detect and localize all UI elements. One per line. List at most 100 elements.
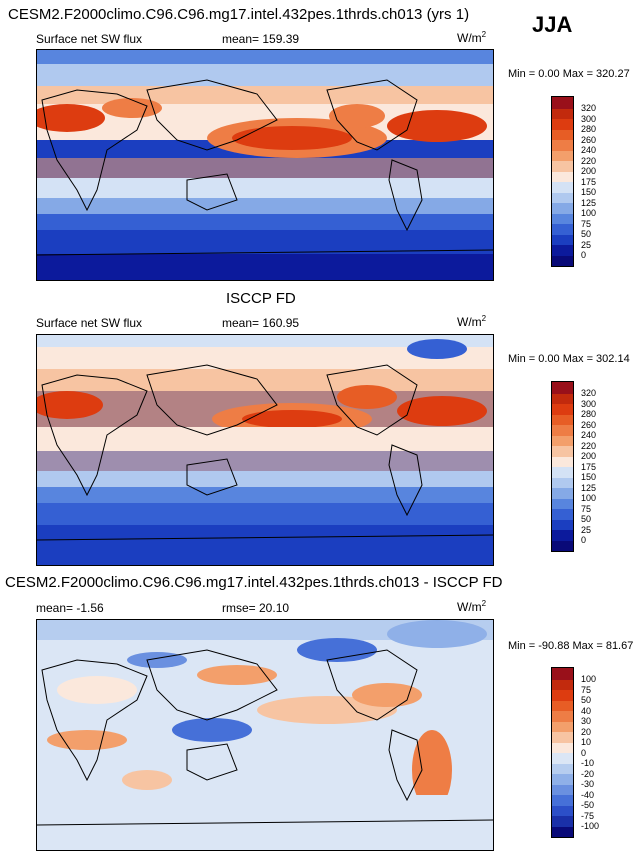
colorbar-tick: 240 <box>581 430 597 440</box>
colorbar-tick: 220 <box>581 156 597 166</box>
colorbar-swatch <box>552 795 573 806</box>
colorbar-tick: 300 <box>581 114 597 124</box>
colorbar-tick: 30 <box>581 716 592 726</box>
colorbar-tick: 175 <box>581 462 597 472</box>
colorbar-swatch <box>552 690 573 701</box>
colorbar-tick: 50 <box>581 229 592 239</box>
panel3-colorbar <box>551 667 574 838</box>
colorbar-swatch <box>552 109 573 119</box>
colorbar-tick: -100 <box>581 821 600 831</box>
colorbar-swatch <box>552 668 573 680</box>
colorbar-swatch <box>552 404 573 415</box>
colorbar-tick: 75 <box>581 504 592 514</box>
panel1-mean-label: mean= 159.39 <box>222 32 300 46</box>
colorbar-tick: -40 <box>581 790 595 800</box>
colorbar-swatch <box>552 732 573 743</box>
colorbar-tick: 260 <box>581 420 597 430</box>
panel1-map <box>36 49 494 281</box>
colorbar-swatch <box>552 245 573 256</box>
panel1-minmax: Min = 0.00 Max = 320.27 <box>508 68 630 80</box>
colorbar-swatch <box>552 764 573 774</box>
colorbar-tick: 0 <box>581 748 587 758</box>
colorbar-swatch <box>552 785 573 795</box>
colorbar-tick: -50 <box>581 800 595 810</box>
colorbar-swatch <box>552 530 573 541</box>
colorbar-tick: 100 <box>581 493 597 503</box>
colorbar-tick: 100 <box>581 208 597 218</box>
colorbar-swatch <box>552 214 573 224</box>
colorbar-tick: 0 <box>581 250 587 260</box>
colorbar-swatch <box>552 467 573 478</box>
panel2-map <box>36 334 494 566</box>
panel3-units: W/m2 <box>457 599 487 614</box>
colorbar-swatch <box>552 541 573 551</box>
colorbar-tick: 260 <box>581 135 597 145</box>
panel3-minmax: Min = -90.88 Max = 81.67 <box>508 640 634 652</box>
colorbar-tick: 280 <box>581 409 597 419</box>
colorbar-swatch <box>552 701 573 711</box>
panel1-variable-label: Surface net SW flux <box>36 32 143 46</box>
colorbar-tick: -75 <box>581 811 595 821</box>
colorbar-tick: 240 <box>581 145 597 155</box>
colorbar-tick: 75 <box>581 219 592 229</box>
colorbar-tick: 200 <box>581 166 597 176</box>
colorbar-tick: 320 <box>581 103 597 113</box>
colorbar-swatch <box>552 119 573 130</box>
colorbar-tick: 10 <box>581 737 592 747</box>
colorbar-swatch <box>552 478 573 488</box>
panel1-colorbar <box>551 96 574 267</box>
panel2-variable-label: Surface net SW flux <box>36 316 143 330</box>
colorbar-swatch <box>552 151 573 161</box>
colorbar-tick: 40 <box>581 706 592 716</box>
panel2-minmax: Min = 0.00 Max = 302.14 <box>508 353 630 365</box>
colorbar-swatch <box>552 394 573 404</box>
colorbar-tick: 150 <box>581 472 597 482</box>
colorbar-tick: 280 <box>581 124 597 134</box>
colorbar-swatch <box>552 520 573 530</box>
colorbar-tick: -20 <box>581 769 595 779</box>
colorbar-tick: 100 <box>581 674 597 684</box>
colorbar-tick: 0 <box>581 535 587 545</box>
colorbar-tick: 175 <box>581 177 597 187</box>
colorbar-swatch <box>552 509 573 520</box>
colorbar-tick: -10 <box>581 758 595 768</box>
colorbar-swatch <box>552 415 573 425</box>
colorbar-swatch <box>552 382 573 394</box>
colorbar-swatch <box>552 235 573 245</box>
panel2-mean-label: mean= 160.95 <box>222 316 300 330</box>
colorbar-tick: 50 <box>581 695 592 705</box>
colorbar-tick: 150 <box>581 187 597 197</box>
colorbar-swatch <box>552 140 573 151</box>
panel3-title: CESM2.F2000climo.C96.C96.mg17.intel.432p… <box>5 574 503 591</box>
colorbar-tick: 300 <box>581 399 597 409</box>
colorbar-tick: 50 <box>581 514 592 524</box>
colorbar-tick: 25 <box>581 525 592 535</box>
colorbar-swatch <box>552 97 573 109</box>
panel3-map <box>36 619 494 851</box>
colorbar-swatch <box>552 680 573 690</box>
colorbar-swatch <box>552 711 573 722</box>
colorbar-swatch <box>552 203 573 214</box>
panel2-colorbar <box>551 381 574 552</box>
colorbar-swatch <box>552 182 573 193</box>
colorbar-swatch <box>552 806 573 816</box>
colorbar-tick: 200 <box>581 451 597 461</box>
colorbar-tick: 75 <box>581 685 592 695</box>
colorbar-tick: 125 <box>581 483 597 493</box>
colorbar-swatch <box>552 499 573 509</box>
colorbar-swatch <box>552 488 573 499</box>
colorbar-swatch <box>552 446 573 457</box>
season-label: JJA <box>532 12 573 37</box>
colorbar-swatch <box>552 161 573 172</box>
colorbar-swatch <box>552 130 573 140</box>
colorbar-swatch <box>552 425 573 436</box>
panel3-mean-label: mean= -1.56 <box>36 601 104 615</box>
panel2-title: ISCCP FD <box>226 290 296 307</box>
colorbar-swatch <box>552 436 573 446</box>
colorbar-tick: 220 <box>581 441 597 451</box>
colorbar-swatch <box>552 827 573 837</box>
colorbar-tick: 25 <box>581 240 592 250</box>
colorbar-swatch <box>552 722 573 732</box>
panel2-units: W/m2 <box>457 314 487 329</box>
colorbar-swatch <box>552 193 573 203</box>
